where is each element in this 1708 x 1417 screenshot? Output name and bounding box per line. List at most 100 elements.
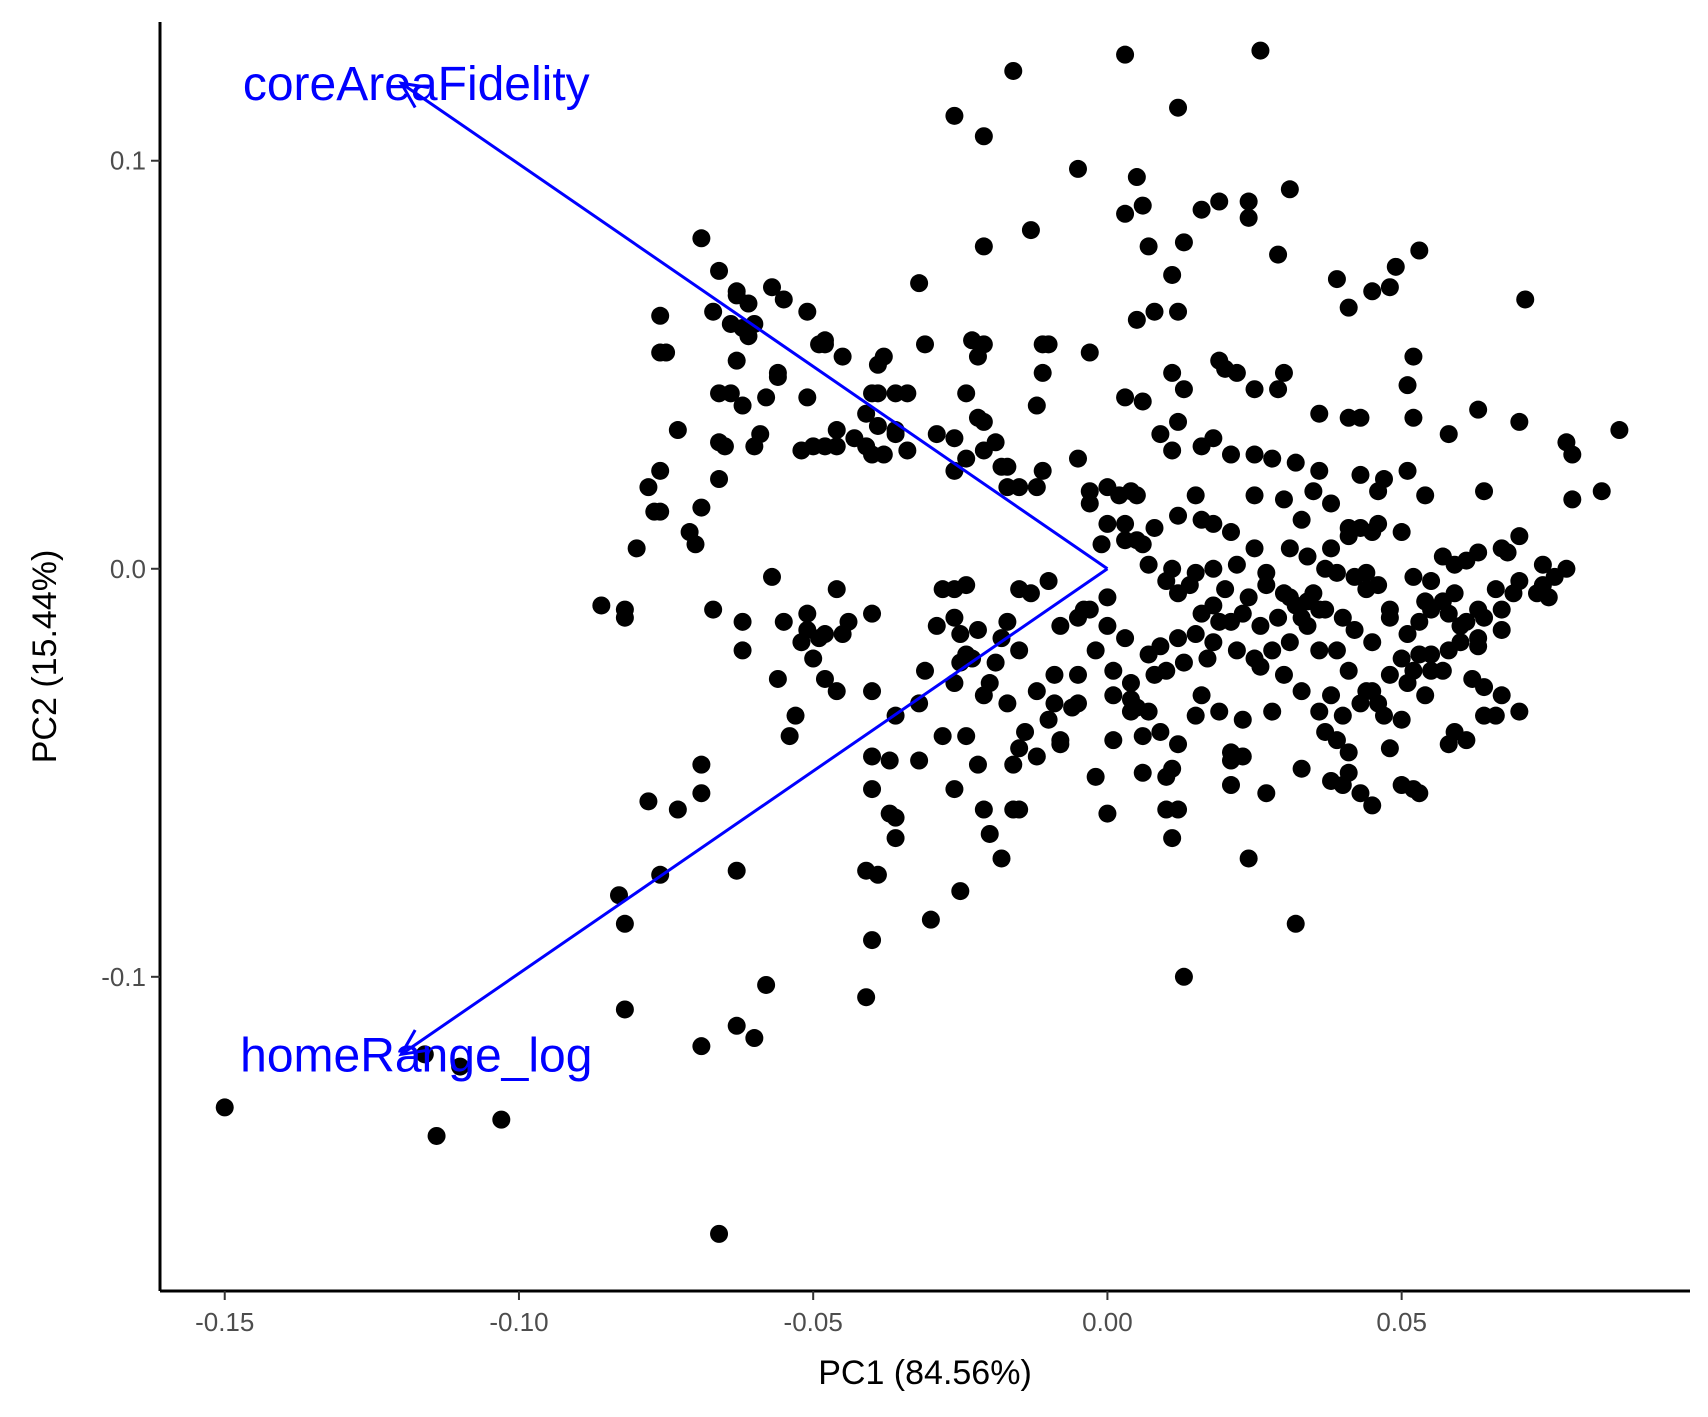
- data-point: [1151, 425, 1170, 444]
- data-point: [1286, 453, 1305, 472]
- data-point: [1163, 363, 1182, 382]
- data-point: [768, 363, 787, 382]
- data-point: [1210, 192, 1229, 211]
- data-point: [1563, 490, 1582, 509]
- data-point: [1010, 739, 1029, 758]
- data-point: [733, 396, 752, 415]
- data-point: [945, 106, 964, 125]
- data-point: [957, 384, 976, 403]
- data-point: [827, 437, 846, 456]
- data-point: [1163, 829, 1182, 848]
- data-point: [710, 1224, 729, 1243]
- data-point: [998, 612, 1017, 631]
- data-point: [451, 1057, 470, 1076]
- data-point: [615, 914, 634, 933]
- data-point: [1222, 776, 1240, 795]
- data-point: [1475, 678, 1494, 697]
- data-point: [863, 931, 882, 950]
- data-point: [857, 988, 876, 1007]
- data-point: [1116, 514, 1135, 533]
- data-point: [1327, 641, 1346, 660]
- data-point: [1027, 478, 1046, 497]
- data-point: [1039, 572, 1058, 591]
- data-point: [704, 600, 723, 619]
- data-point: [1069, 608, 1087, 627]
- data-point: [615, 600, 634, 619]
- data-point: [686, 535, 705, 554]
- data-point: [1145, 302, 1164, 321]
- data-point: [1363, 796, 1382, 815]
- data-point: [1327, 270, 1346, 289]
- data-point: [1245, 445, 1264, 464]
- data-point: [710, 470, 729, 489]
- data-point: [1245, 486, 1264, 505]
- data-point: [710, 384, 729, 403]
- data-point: [1269, 608, 1288, 627]
- data-point: [874, 445, 893, 464]
- data-point: [1486, 706, 1505, 725]
- data-point: [1045, 665, 1064, 684]
- data-point: [974, 800, 993, 819]
- data-point: [827, 682, 846, 701]
- data-point: [1169, 800, 1188, 819]
- data-point: [768, 669, 787, 688]
- data-point: [704, 302, 723, 321]
- data-point: [1510, 572, 1529, 591]
- data-point: [1186, 486, 1205, 505]
- data-point: [745, 1029, 764, 1048]
- data-point: [1280, 180, 1299, 199]
- x-tick-label: -0.10: [489, 1307, 548, 1337]
- data-point: [1292, 759, 1311, 778]
- loading-arrow: [400, 567, 1109, 1056]
- data-point: [1351, 465, 1370, 484]
- data-point: [1280, 539, 1299, 558]
- data-point: [1269, 245, 1288, 264]
- data-point: [1151, 722, 1170, 741]
- data-point: [1145, 518, 1164, 537]
- data-point: [1298, 547, 1317, 566]
- data-point: [1033, 335, 1052, 354]
- data-point: [1004, 755, 1023, 774]
- data-point: [1169, 629, 1188, 648]
- data-point: [1169, 302, 1188, 321]
- data-point: [1227, 363, 1246, 382]
- data-point: [1239, 192, 1258, 211]
- data-point: [763, 567, 781, 586]
- data-point: [1033, 363, 1052, 382]
- data-point: [1216, 580, 1235, 599]
- data-point: [868, 865, 887, 884]
- data-point: [1357, 682, 1376, 701]
- data-point: [1021, 221, 1040, 240]
- data-point: [1322, 494, 1341, 513]
- data-point: [492, 1110, 511, 1129]
- data-point: [1027, 747, 1046, 766]
- data-point: [1369, 576, 1388, 595]
- data-point: [1239, 588, 1258, 607]
- data-point: [1010, 800, 1029, 819]
- data-point: [1563, 445, 1582, 464]
- data-point: [1410, 784, 1429, 803]
- data-point: [1351, 784, 1370, 803]
- data-point: [780, 727, 799, 746]
- data-point: [1239, 849, 1258, 868]
- data-point: [1280, 633, 1299, 652]
- data-point: [927, 616, 946, 635]
- data-point: [1039, 710, 1058, 729]
- data-point: [827, 421, 846, 440]
- data-point: [951, 625, 970, 644]
- loading-label: homeRange_log: [240, 1029, 592, 1082]
- y-axis-ticks: 0.1 0.0 -0.1: [101, 146, 160, 992]
- data-point: [980, 824, 999, 843]
- data-point: [1186, 706, 1205, 725]
- data-point: [1380, 739, 1399, 758]
- data-point: [1422, 572, 1441, 591]
- data-point: [615, 1000, 634, 1019]
- data-point: [815, 669, 834, 688]
- data-point: [727, 861, 746, 880]
- data-point: [1204, 429, 1223, 448]
- data-point: [1157, 661, 1176, 680]
- data-point: [827, 580, 846, 599]
- data-point: [1369, 694, 1388, 713]
- data-point: [1263, 641, 1282, 660]
- data-point: [1274, 584, 1293, 603]
